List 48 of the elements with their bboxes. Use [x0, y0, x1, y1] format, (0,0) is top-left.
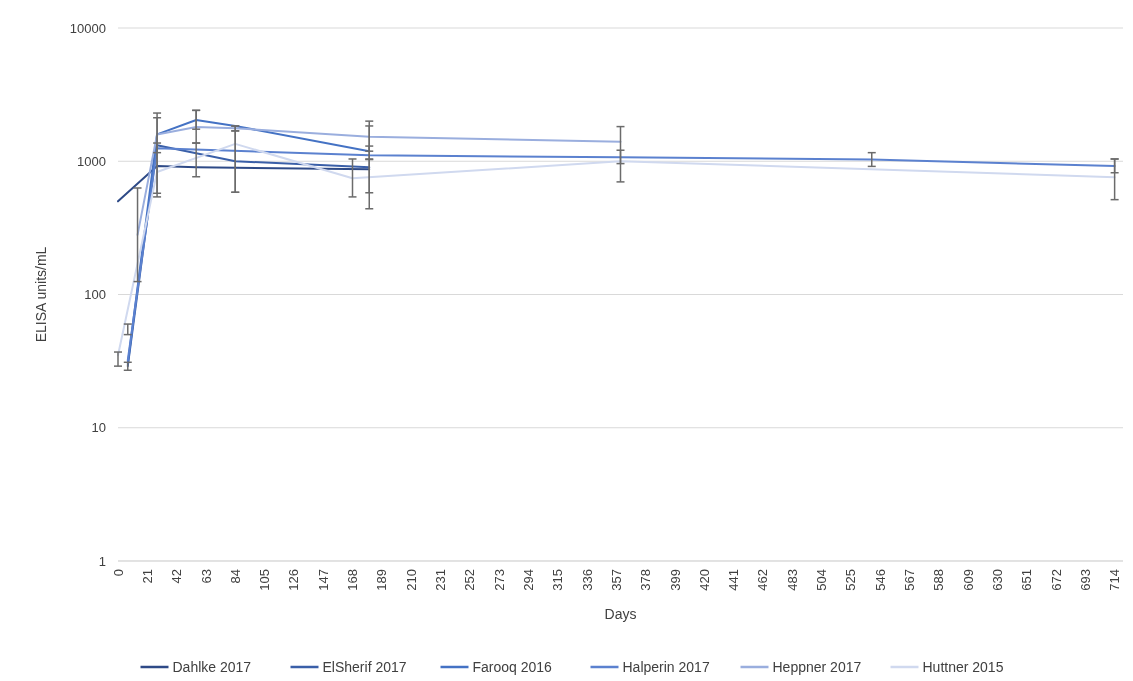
x-tick-label: 168 — [345, 569, 361, 591]
legend-label: Huttner 2015 — [922, 658, 1004, 675]
legend-label: ElSherif 2017 — [322, 658, 407, 675]
x-tick-label: 357 — [608, 569, 624, 591]
y-tick-label: 10000 — [69, 20, 106, 36]
x-tick-label: 21 — [139, 569, 155, 584]
x-tick-label: 462 — [755, 569, 771, 591]
legend-label: Dahlke 2017 — [172, 658, 252, 675]
y-axis-title: ELISA units/mL — [33, 246, 49, 343]
x-tick-label: 294 — [520, 569, 536, 591]
y-tick-label: 100 — [84, 287, 106, 303]
x-tick-label: 147 — [315, 569, 331, 591]
legend-label: Heppner 2017 — [772, 658, 862, 675]
x-tick-label: 588 — [931, 569, 947, 591]
x-tick-label: 504 — [814, 569, 830, 591]
x-tick-label: 126 — [286, 569, 302, 591]
x-tick-label: 546 — [872, 569, 888, 591]
x-tick-label: 399 — [667, 569, 683, 591]
x-tick-label: 63 — [198, 569, 214, 584]
x-tick-label: 0 — [110, 569, 126, 577]
x-tick-label: 714 — [1107, 569, 1123, 591]
x-tick-label: 378 — [638, 569, 654, 591]
x-tick-label: 252 — [462, 569, 478, 591]
x-tick-label: 210 — [403, 569, 419, 591]
y-tick-label: 1 — [98, 553, 106, 569]
x-tick-label: 630 — [989, 569, 1005, 591]
x-tick-label: 567 — [901, 569, 917, 591]
y-tick-label: 10 — [91, 420, 106, 436]
x-tick-label: 315 — [550, 569, 566, 591]
x-tick-label: 273 — [491, 569, 507, 591]
x-tick-label: 42 — [169, 569, 185, 584]
x-tick-label: 651 — [1019, 569, 1035, 591]
legend-label: Halperin 2017 — [622, 658, 710, 675]
x-tick-label: 483 — [784, 569, 800, 591]
x-tick-label: 672 — [1048, 569, 1064, 591]
x-tick-label: 336 — [579, 569, 595, 591]
x-tick-label: 525 — [843, 569, 859, 591]
x-tick-label: 441 — [726, 569, 742, 591]
x-tick-label: 189 — [374, 569, 390, 591]
x-tick-label: 84 — [227, 569, 243, 584]
x-tick-label: 231 — [432, 569, 448, 591]
x-axis-title: Days — [604, 606, 637, 622]
legend-label: Farooq 2016 — [472, 658, 553, 675]
x-tick-label: 693 — [1077, 569, 1093, 591]
y-tick-label: 1000 — [77, 153, 106, 169]
x-tick-label: 609 — [960, 569, 976, 591]
x-tick-label: 420 — [696, 569, 712, 591]
x-tick-label: 105 — [257, 569, 273, 591]
